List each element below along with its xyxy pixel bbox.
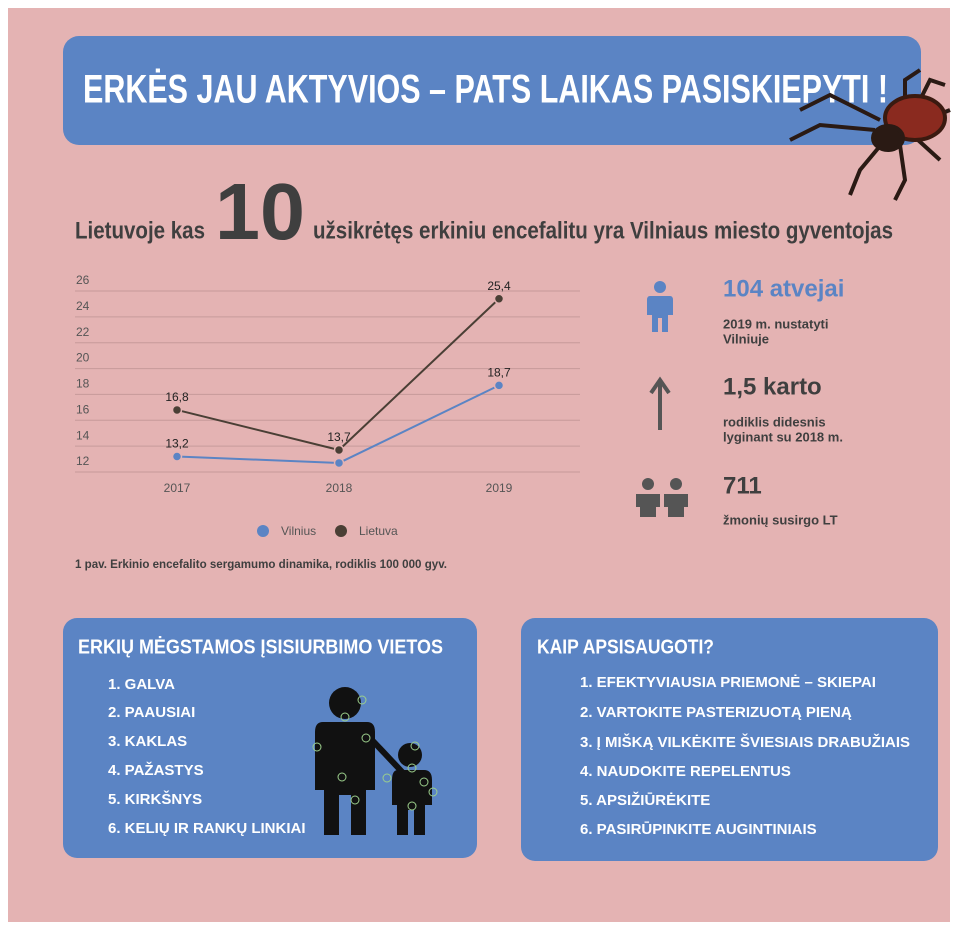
x-tick-label: 2018 (326, 481, 353, 495)
y-tick-label: 14 (76, 428, 90, 442)
headline-prefix: Lietuvoje kas (75, 217, 205, 244)
data-point (495, 381, 504, 390)
headline-number: 10 (215, 167, 305, 256)
places-title: ERKIŲ MĖGSTAMOS ĮSISIURBIMO VIETOS (78, 635, 443, 658)
legend-marker (257, 525, 269, 537)
y-tick-label: 22 (76, 325, 90, 339)
list-item: 3. KAKLAS (108, 733, 187, 750)
stat-value: 104 atvejai (723, 275, 844, 302)
list-item: 5. KIRKŠNYS (108, 790, 202, 808)
legend-label: Lietuva (359, 524, 398, 538)
data-label: 18,7 (487, 366, 511, 380)
stat-text: 2019 m. nustatyti (723, 316, 829, 331)
y-tick-label: 26 (76, 273, 90, 287)
data-label: 25,4 (487, 279, 511, 293)
data-label: 13,7 (327, 430, 351, 444)
stat-text: Vilniuje (723, 331, 769, 346)
list-item: 3. Į MIŠKĄ VILKĖKITE ŠVIESIAIS DRABUŽIAI… (580, 733, 910, 751)
y-tick-label: 12 (76, 454, 90, 468)
infographic: ERKĖS JAU AKTYVIOS – PATS LAIKAS PASISKI… (0, 0, 958, 930)
list-item: 4. NAUDOKITE REPELENTUS (580, 763, 791, 780)
data-point (335, 458, 344, 467)
list-item: 5. APSIŽIŪRĖKITE (580, 791, 710, 809)
list-item: 1. EFEKTYVIAUSIA PRIEMONĖ – SKIEPAI (580, 674, 876, 691)
data-label: 13,2 (165, 437, 189, 451)
data-point (173, 452, 182, 461)
list-item: 2. VARTOKITE PASTERIZUOTĄ PIENĄ (580, 704, 852, 721)
stat-text: žmonių susirgo LT (723, 512, 838, 527)
y-tick-label: 24 (76, 299, 90, 313)
data-point (173, 405, 182, 414)
list-item: 6. KELIŲ IR RANKŲ LINKIAI (108, 820, 306, 837)
y-tick-label: 18 (76, 377, 90, 391)
headline-suffix: užsikrėtęs erkiniu encefalitu yra Vilnia… (313, 217, 893, 244)
y-tick-label: 20 (76, 351, 90, 365)
stat-text: rodiklis didesnis (723, 414, 826, 429)
data-label: 16,8 (165, 390, 189, 404)
legend-marker (335, 525, 347, 537)
x-tick-label: 2017 (164, 481, 191, 495)
title: ERKĖS JAU AKTYVIOS – PATS LAIKAS PASISKI… (83, 68, 888, 112)
stat-value: 1,5 karto (723, 373, 822, 400)
stat-value: 711 (723, 472, 762, 499)
y-tick-label: 16 (76, 402, 90, 416)
x-tick-label: 2019 (486, 481, 513, 495)
legend-label: Vilnius (281, 524, 316, 538)
list-item: 6. PASIRŪPINKITE AUGINTINIAIS (580, 821, 817, 838)
list-item: 4. PAŽASTYS (108, 761, 204, 779)
list-item: 1. GALVA (108, 676, 175, 693)
protect-title: KAIP APSISAUGOTI? (537, 636, 714, 658)
data-point (495, 294, 504, 303)
caption: 1 pav. Erkinio encefalito sergamumo dina… (75, 557, 447, 571)
data-point (335, 446, 344, 455)
stat-text: lyginant su 2018 m. (723, 429, 843, 444)
list-item: 2. PAAUSIAI (108, 704, 195, 721)
